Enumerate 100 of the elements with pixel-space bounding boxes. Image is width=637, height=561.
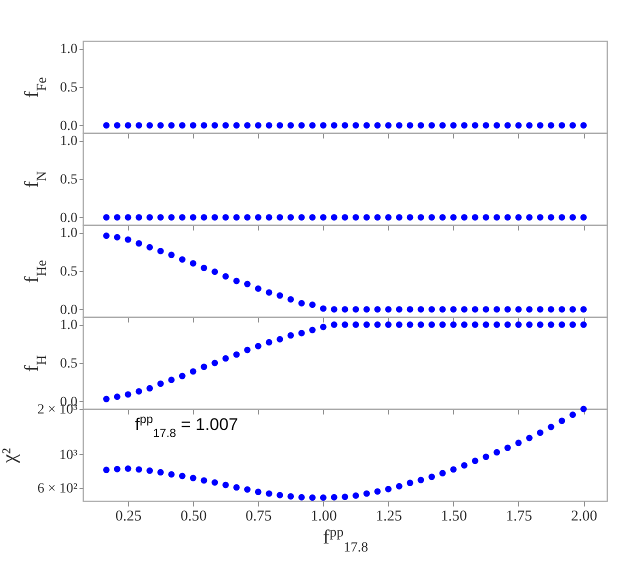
x-tick-label: 1.50 xyxy=(440,508,468,524)
point xyxy=(157,469,164,476)
point xyxy=(342,494,348,500)
y-tick-label: 0.0 xyxy=(60,210,78,226)
point xyxy=(504,321,511,328)
point xyxy=(136,240,142,247)
point xyxy=(298,330,305,336)
point xyxy=(179,472,186,480)
point xyxy=(266,339,272,346)
y-tick-label: 0.0 xyxy=(60,302,78,318)
point xyxy=(114,466,120,472)
point xyxy=(450,466,457,473)
point xyxy=(428,474,435,480)
point xyxy=(103,466,110,474)
point xyxy=(276,292,284,299)
point xyxy=(536,429,544,436)
point xyxy=(179,256,186,263)
point xyxy=(374,306,381,313)
point xyxy=(515,440,522,446)
point xyxy=(406,480,414,486)
point xyxy=(526,434,533,442)
point xyxy=(330,306,338,313)
x-tick-label: 2.00 xyxy=(570,508,598,524)
point xyxy=(580,321,587,328)
point xyxy=(558,306,566,313)
point xyxy=(309,326,316,334)
point xyxy=(320,324,327,330)
point xyxy=(233,351,240,358)
point xyxy=(157,380,164,387)
point xyxy=(374,321,381,328)
point xyxy=(254,488,262,496)
point xyxy=(428,321,435,328)
point xyxy=(472,458,478,464)
point xyxy=(168,376,175,384)
point xyxy=(168,252,175,258)
point xyxy=(385,486,392,492)
point xyxy=(320,305,327,312)
point xyxy=(103,232,110,239)
point xyxy=(536,306,544,313)
point xyxy=(352,492,360,499)
point xyxy=(276,492,284,498)
point xyxy=(406,321,414,328)
y-tick-label: 1.0 xyxy=(60,226,78,242)
point xyxy=(352,306,360,313)
point xyxy=(124,391,132,398)
point xyxy=(352,321,360,328)
point xyxy=(190,474,196,482)
point xyxy=(254,285,262,292)
point xyxy=(212,268,218,275)
point xyxy=(342,306,348,313)
point xyxy=(146,467,153,474)
point xyxy=(418,476,424,484)
point xyxy=(494,306,500,313)
point xyxy=(320,494,327,501)
point xyxy=(222,355,229,362)
point xyxy=(580,306,587,313)
point xyxy=(266,490,272,497)
point xyxy=(504,444,511,452)
point xyxy=(558,321,566,328)
point xyxy=(439,321,446,328)
point xyxy=(254,342,262,350)
point xyxy=(222,273,229,280)
point xyxy=(200,264,208,272)
point xyxy=(287,332,294,339)
y-tick-label: 1.0 xyxy=(60,42,78,58)
point xyxy=(342,321,348,328)
y-tick-label: 0.5 xyxy=(60,356,78,372)
y-tick-label: 0.0 xyxy=(60,118,78,134)
x-tick-label: 1.25 xyxy=(376,508,402,524)
point xyxy=(482,306,490,313)
y-tick-label: 0.5 xyxy=(60,80,78,96)
point xyxy=(385,306,392,313)
point xyxy=(103,396,110,402)
point xyxy=(136,466,142,473)
point xyxy=(179,372,186,380)
point xyxy=(472,306,478,313)
point xyxy=(396,306,402,313)
point xyxy=(461,462,468,469)
point xyxy=(494,449,500,456)
point xyxy=(418,306,424,313)
x-tick-label: 0.50 xyxy=(180,508,207,524)
point xyxy=(515,306,522,313)
point xyxy=(124,465,132,472)
point xyxy=(558,418,566,424)
point xyxy=(190,368,196,375)
point xyxy=(439,306,446,313)
x-tick-label: 1.00 xyxy=(310,508,337,524)
point xyxy=(569,306,576,313)
point xyxy=(146,385,153,392)
point xyxy=(580,406,587,412)
point xyxy=(406,306,414,313)
point xyxy=(439,470,446,476)
y-tick-label: 10³ xyxy=(59,448,78,463)
y-tick-label: 1.0 xyxy=(60,134,78,150)
point xyxy=(222,482,229,488)
x-tick-label: 0.75 xyxy=(246,508,272,524)
point xyxy=(363,321,370,328)
point xyxy=(200,477,208,484)
point xyxy=(374,488,381,495)
point xyxy=(428,306,435,313)
